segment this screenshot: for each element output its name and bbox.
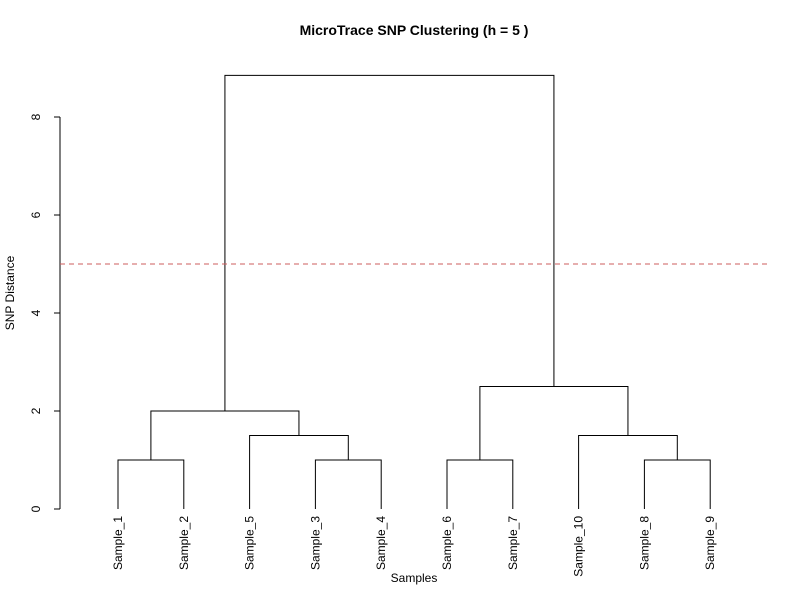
leaf-label: Sample_3 [308,516,322,570]
leaf-label: Sample_6 [440,516,454,570]
leaf-label: Sample_8 [637,516,651,570]
chart-title: MicroTrace SNP Clustering (h = 5 ) [300,22,529,38]
dendrogram-branch [446,459,514,509]
y-axis: 0 2 4 6 8 [29,113,61,512]
dendrogram-branch [249,435,349,509]
leaf-label: Sample_9 [703,516,717,570]
leaf-label: Sample_2 [177,516,191,570]
dendrogram-branch [314,459,382,509]
dendrogram-branch [578,435,678,509]
y-tick-label: 2 [29,407,43,414]
leaf-label: Sample_10 [572,516,586,577]
leaf-label: Sample_7 [506,516,520,570]
leaf-label: Sample_5 [243,516,257,570]
leaf-labels: Sample_1 Sample_2 Sample_5 Sample_3 Sample_4… [111,516,717,577]
y-tick-label: 8 [29,113,43,120]
leaf-label: Sample_4 [374,516,388,570]
x-axis-label: Samples [391,571,438,585]
dendrogram-branch [643,459,711,509]
dendrogram-branch [117,459,185,509]
y-tick-label: 4 [29,309,43,316]
dendrogram-tree [117,74,711,509]
dendrogram-branch [224,74,555,411]
y-tick-label: 6 [29,211,43,218]
y-axis-label: SNP Distance [3,255,17,330]
dendrogram-branch [479,386,629,460]
y-tick-label: 0 [29,505,43,512]
leaf-label: Sample_1 [111,516,125,570]
